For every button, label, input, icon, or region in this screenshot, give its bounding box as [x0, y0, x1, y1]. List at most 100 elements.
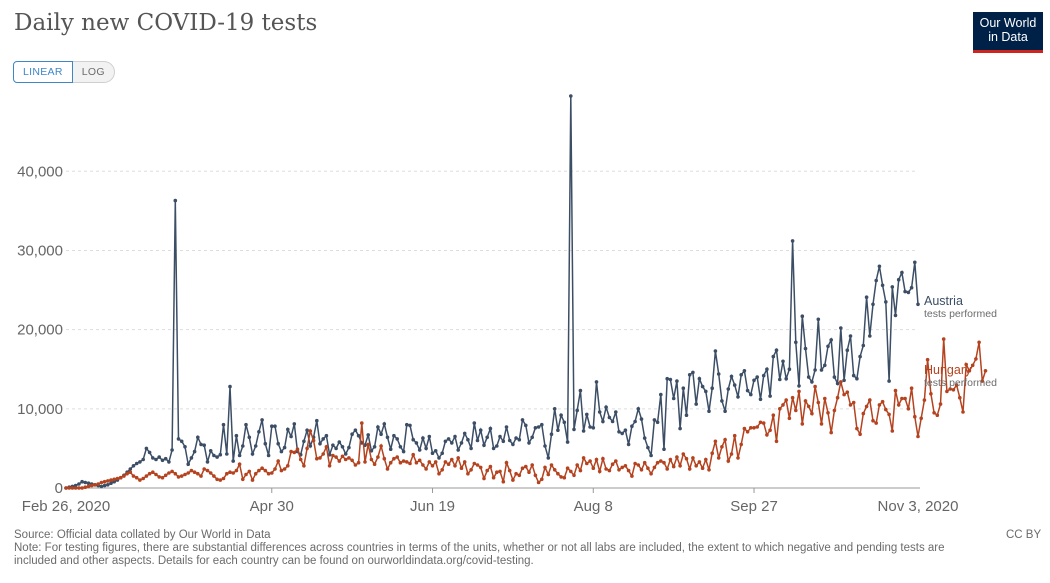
- data-point: [572, 473, 576, 478]
- data-point: [475, 463, 480, 467]
- data-point: [800, 314, 805, 319]
- data-point: [134, 475, 139, 480]
- data-point: [697, 460, 702, 464]
- data-point: [302, 464, 306, 468]
- data-point: [694, 402, 698, 406]
- data-point: [270, 424, 274, 429]
- data-point: [485, 468, 490, 473]
- data-point: [790, 395, 795, 400]
- data-point: [723, 437, 727, 442]
- data-point: [421, 463, 425, 467]
- data-point: [626, 442, 631, 447]
- data-point: [157, 475, 161, 479]
- data-point: [495, 470, 499, 475]
- data-point: [501, 439, 506, 444]
- data-point: [157, 455, 161, 459]
- data-point: [575, 463, 579, 467]
- data-point: [427, 434, 432, 439]
- data-point: [913, 260, 917, 265]
- data-point: [594, 380, 599, 384]
- data-point: [604, 405, 608, 410]
- data-point: [810, 380, 814, 384]
- data-point: [443, 460, 448, 464]
- y-axis-ticks: 0 10,000 20,000 30,000 40,000: [17, 163, 63, 497]
- data-point: [900, 396, 904, 401]
- data-point: [816, 400, 821, 405]
- data-point: [234, 433, 239, 438]
- data-point: [421, 436, 425, 440]
- data-point: [729, 374, 734, 379]
- data-point: [514, 471, 518, 476]
- data-point: [324, 445, 329, 449]
- data-point: [86, 484, 91, 489]
- data-point: [286, 464, 290, 468]
- data-point: [765, 433, 769, 437]
- data-point: [308, 444, 313, 448]
- data-point: [659, 459, 663, 463]
- data-point: [196, 471, 200, 476]
- data-point: [446, 462, 451, 467]
- data-point: [324, 433, 329, 438]
- data-point: [186, 471, 190, 475]
- data-point: [77, 486, 81, 490]
- data-point: [655, 420, 660, 425]
- data-point: [382, 456, 387, 461]
- data-point: [913, 414, 917, 419]
- data-point: [597, 410, 602, 414]
- data-point: [237, 462, 242, 467]
- log-scale-button[interactable]: LOG: [72, 61, 115, 83]
- data-point: [713, 439, 718, 444]
- data-point: [675, 379, 679, 383]
- data-point: [710, 386, 714, 391]
- x-tick-label: Jun 19: [410, 498, 455, 515]
- data-point: [321, 437, 326, 441]
- data-point: [241, 444, 245, 448]
- data-point: [186, 462, 190, 467]
- data-point: [163, 456, 168, 461]
- data-point: [424, 467, 428, 471]
- license-label[interactable]: CC BY: [1006, 529, 1042, 541]
- data-point: [437, 456, 441, 460]
- data-point: [687, 467, 692, 471]
- data-point: [720, 445, 724, 449]
- note-text-1: Note: For testing figures, there are sub…: [14, 542, 945, 554]
- data-point: [887, 379, 891, 383]
- data-point: [778, 377, 782, 382]
- data-point: [337, 440, 342, 444]
- data-point: [392, 433, 396, 438]
- data-point: [199, 442, 203, 447]
- data-point: [552, 407, 557, 411]
- data-point: [453, 434, 457, 439]
- data-point: [700, 466, 705, 471]
- data-point: [948, 387, 952, 391]
- data-point: [559, 413, 563, 418]
- data-point: [475, 438, 480, 443]
- data-point: [649, 453, 653, 458]
- data-point: [395, 437, 400, 441]
- data-point: [540, 422, 544, 427]
- data-point: [459, 466, 464, 471]
- data-point: [668, 457, 673, 462]
- data-point: [723, 409, 727, 414]
- data-point: [430, 464, 435, 468]
- data-point: [315, 418, 319, 423]
- y-tick-label: 10,000: [17, 401, 63, 418]
- logo-line-1: Our World: [979, 16, 1037, 30]
- linear-scale-button[interactable]: LINEAR: [13, 61, 73, 83]
- data-point: [835, 395, 840, 400]
- owid-logo[interactable]: Our World in Data: [973, 12, 1043, 53]
- data-point: [173, 471, 178, 476]
- data-point: [803, 399, 808, 403]
- data-point: [671, 396, 676, 401]
- data-point: [671, 464, 676, 469]
- data-point: [276, 459, 281, 463]
- data-point: [530, 463, 534, 467]
- data-point: [713, 349, 718, 353]
- data-point: [77, 482, 81, 486]
- data-point: [819, 368, 824, 372]
- data-point: [536, 480, 541, 485]
- data-point: [874, 278, 878, 283]
- data-point: [482, 443, 486, 448]
- data-point: [282, 467, 287, 471]
- data-point: [781, 359, 785, 364]
